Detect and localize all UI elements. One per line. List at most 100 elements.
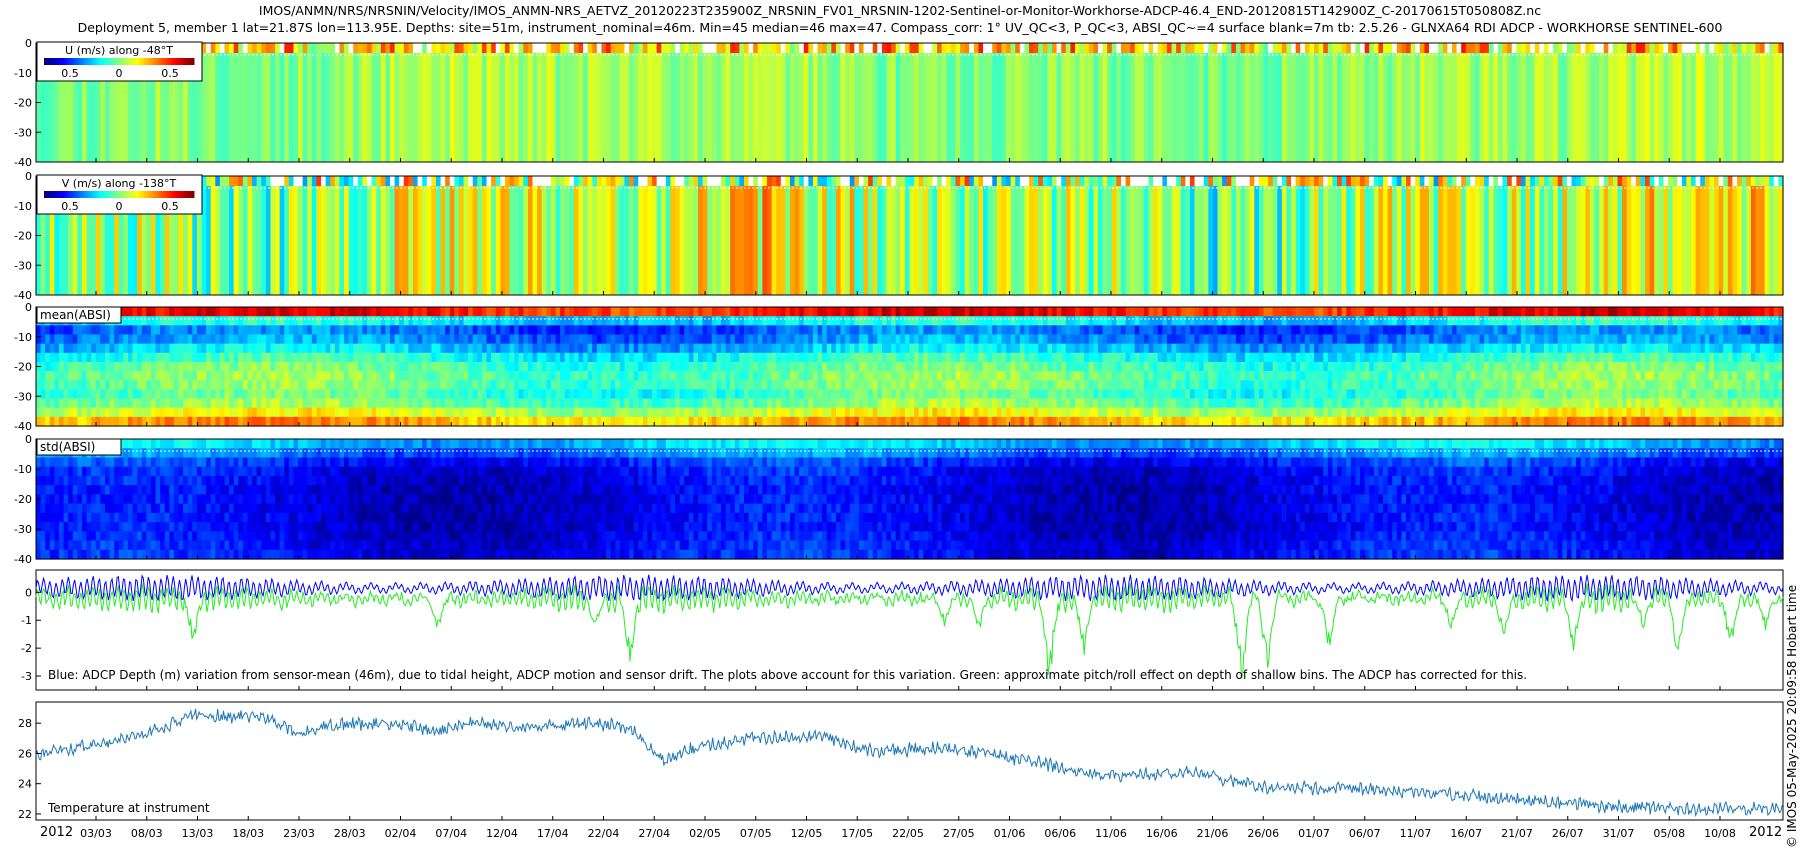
heatmap-cell (799, 380, 805, 390)
heatmap-cell (330, 361, 336, 372)
heatmap-cell (1571, 43, 1577, 53)
heatmap-cell (104, 407, 111, 418)
heatmap-cell (1075, 380, 1081, 390)
heatmap-cell (256, 43, 262, 53)
heatmap-cell (325, 325, 331, 336)
heatmap-cell (1029, 371, 1035, 381)
heatmap-cell (642, 389, 649, 400)
heatmap-cell (316, 176, 322, 186)
heatmap-cell (1180, 43, 1186, 53)
heatmap-cell (1268, 53, 1274, 162)
heatmap-cell (587, 389, 593, 400)
heatmap-cell (831, 398, 837, 409)
heatmap-cell (826, 186, 832, 295)
heatmap-cell (1042, 334, 1049, 345)
heatmap-cell (261, 389, 267, 400)
heatmap-cell (1470, 43, 1476, 53)
heatmap-cell (1654, 176, 1660, 186)
heatmap-cell (1070, 416, 1076, 427)
heatmap-cell (734, 371, 740, 381)
heatmap-cell (426, 371, 432, 381)
heatmap-cell (1700, 53, 1706, 162)
heatmap-cell (1442, 53, 1448, 162)
heatmap-cell (265, 389, 272, 400)
heatmap-cell (431, 407, 437, 418)
heatmap-cell (357, 176, 364, 186)
heatmap-cell (1364, 53, 1370, 162)
heatmap-cell (904, 53, 911, 162)
heatmap-cell (334, 343, 341, 354)
heatmap-cell (1107, 176, 1113, 186)
heatmap-cell (546, 407, 552, 418)
heatmap-cell (1764, 43, 1770, 53)
heatmap-cell (881, 43, 888, 53)
heatmap-cell (670, 176, 676, 186)
heatmap-cell (615, 343, 621, 354)
heatmap-cell (858, 361, 865, 372)
heatmap-cell (1387, 43, 1393, 53)
heatmap-cell (711, 186, 718, 295)
heatmap-cell (1139, 361, 1145, 372)
heatmap-cell (845, 352, 851, 363)
heatmap-cell (307, 316, 313, 326)
heatmap-cell (656, 416, 662, 427)
heatmap-cell (1162, 371, 1168, 381)
heatmap-cell (891, 361, 897, 372)
heatmap-cell (1102, 380, 1108, 390)
heatmap-cell (771, 325, 777, 336)
heatmap-cell (472, 334, 478, 345)
heatmap-cell (284, 307, 290, 317)
heatmap-cell (362, 186, 368, 295)
heatmap-cell (670, 43, 676, 53)
heatmap-cell (449, 53, 455, 162)
heatmap-cell (445, 416, 451, 427)
heatmap-cell (431, 380, 437, 390)
heatmap-cell (578, 352, 584, 363)
heatmap-cell (206, 380, 212, 390)
heatmap-cell (270, 416, 276, 427)
heatmap-cell (840, 307, 846, 317)
heatmap-cell (344, 343, 350, 354)
heatmap-cell (780, 307, 786, 317)
heatmap-cell (1672, 176, 1678, 186)
heatmap-cell (1116, 389, 1122, 400)
heatmap-cell (711, 361, 718, 372)
heatmap-cell (1019, 352, 1026, 363)
heatmap-cell (1166, 316, 1173, 326)
heatmap-cell (1199, 334, 1205, 345)
heatmap-cell (996, 334, 1003, 345)
heatmap-cell (992, 307, 998, 317)
heatmap-cell (596, 325, 603, 336)
heatmap-cell (1576, 53, 1582, 162)
heatmap-cell (817, 307, 823, 317)
heatmap-cell (1024, 407, 1030, 418)
heatmap-cell (353, 371, 359, 381)
heatmap-cell (242, 389, 249, 400)
heatmap-cell (1507, 53, 1513, 162)
heatmap-cell (610, 307, 616, 317)
heatmap-cell (1162, 398, 1168, 409)
heatmap-cell (652, 389, 658, 400)
heatmap-cell (546, 380, 552, 390)
heatmap-cell (1185, 334, 1191, 345)
heatmap-cell (1130, 343, 1136, 354)
heatmap-cell (776, 316, 782, 326)
heatmap-cell (1143, 380, 1150, 390)
heatmap-cell (1042, 352, 1049, 363)
heatmap-cell (422, 371, 428, 381)
heatmap-cell (1438, 43, 1444, 53)
heatmap-cell (293, 371, 299, 381)
heatmap-cell (1024, 334, 1030, 345)
heatmap-cell (141, 352, 147, 363)
heatmap-cell (872, 334, 878, 345)
heatmap-cell (394, 176, 400, 186)
heatmap-cell (500, 43, 506, 53)
heatmap-cell (1672, 43, 1678, 53)
heatmap-cell (91, 371, 97, 381)
heatmap-cell (1038, 316, 1044, 326)
heatmap-cell (1364, 43, 1370, 53)
heatmap-cell (449, 389, 455, 400)
heatmap-cell (233, 361, 239, 372)
heatmap-cell (224, 416, 230, 427)
heatmap-cell (435, 43, 442, 53)
